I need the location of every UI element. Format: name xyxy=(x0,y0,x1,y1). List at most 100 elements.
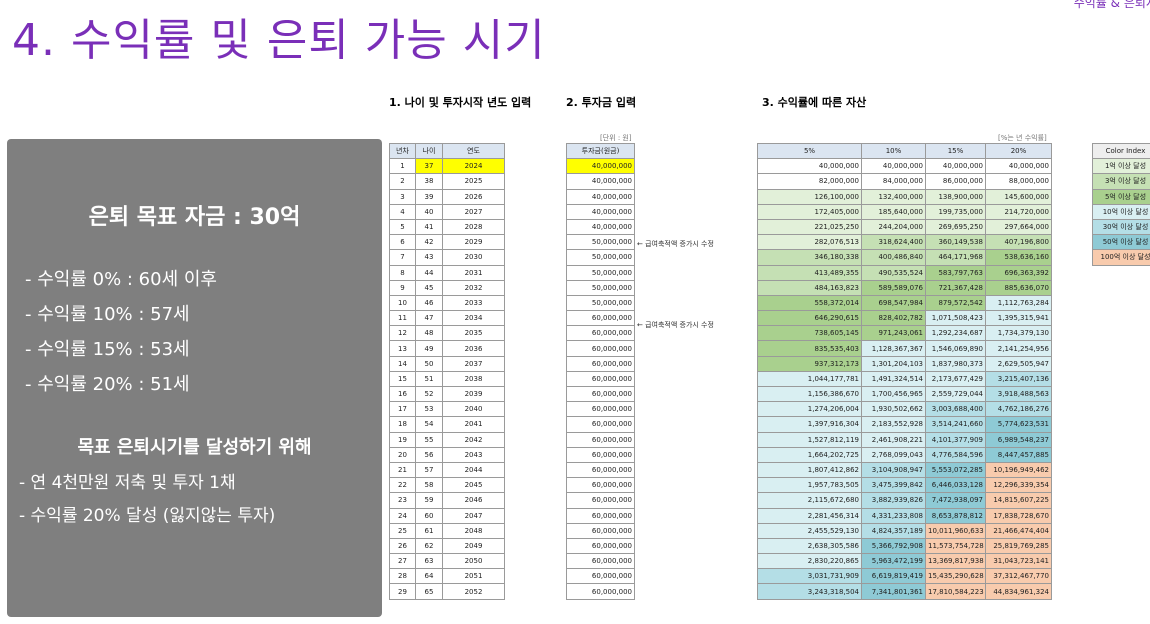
table-cell: 538,636,160 xyxy=(985,249,1052,266)
table-cell: 12,296,339,354 xyxy=(985,477,1052,494)
table-row: 2,115,672,680 3,882,939,826 7,472,938,097 1… xyxy=(757,492,1052,509)
table-cell: 13 xyxy=(389,340,416,357)
table-row: 2,455,529,130 4,824,357,189 10,011,960,633… xyxy=(757,522,1052,539)
table-cell: 1,734,379,130 xyxy=(985,325,1052,342)
table-cell: 60,000,000 xyxy=(566,310,635,327)
table-row: 60,000,000 xyxy=(566,522,635,539)
table-cell: 60,000,000 xyxy=(566,461,635,479)
table-cell: 12 xyxy=(389,325,416,342)
table-cell: 24 xyxy=(389,507,416,524)
table-row: 172,405,000 185,640,000 199,735,000 214,720… xyxy=(757,203,1052,220)
table-row: 2 38 2025 xyxy=(389,173,505,190)
table-row: 26 62 2049 xyxy=(389,537,505,555)
table-cell: 50,000,000 xyxy=(566,294,635,312)
rate-unit-note: [%는 년 수익률] xyxy=(998,134,1047,142)
table-cell: 25,819,769,285 xyxy=(985,537,1052,555)
table-row: 60,000,000 xyxy=(566,446,635,463)
table-cell: 1,664,202,725 xyxy=(757,446,862,463)
table-cell: 60,000,000 xyxy=(566,431,635,448)
table-row: 50,000,000 xyxy=(566,249,635,266)
table-cell: 10,011,960,633 xyxy=(925,522,986,539)
table-row: 646,290,615 828,402,782 1,071,508,423 1,395… xyxy=(757,310,1052,327)
table-row: 11 47 2034 xyxy=(389,310,505,327)
table-row: 60,000,000 xyxy=(566,401,635,418)
table-cell: 6,619,819,419 xyxy=(861,568,926,585)
table-cell: 56 xyxy=(415,446,443,463)
table-cell: 1,156,386,670 xyxy=(757,385,862,403)
table-cell: 971,243,061 xyxy=(861,325,926,342)
table-cell: 18 xyxy=(389,416,416,433)
table-cell: 40,000,000 xyxy=(566,173,635,190)
table-row: 40,000,000 40,000,000 40,000,000 40,000,000 xyxy=(757,158,1052,175)
col-header-age: 나이 xyxy=(415,142,443,160)
table-cell: 484,163,823 xyxy=(757,279,862,296)
table-cell: 1,292,234,687 xyxy=(925,325,986,342)
col-header-rate-5: 5% xyxy=(757,142,862,160)
table-row: 15 51 2038 xyxy=(389,370,505,388)
table-cell: 1,301,204,103 xyxy=(861,355,926,372)
table-cell: 60,000,000 xyxy=(566,522,635,539)
table-cell: 185,640,000 xyxy=(861,203,926,220)
table-row: 346,180,338 400,486,840 464,171,968 538,636… xyxy=(757,249,1052,266)
table-cell: 16 xyxy=(389,385,416,403)
legend-item: 3억 이상 달성 xyxy=(1092,173,1150,190)
table-cell: 4,824,357,189 xyxy=(861,522,926,539)
table-cell: 407,196,800 xyxy=(985,234,1052,251)
table-row: 5 41 2028 xyxy=(389,218,505,236)
table-cell: 1,397,916,304 xyxy=(757,416,862,433)
table-cell: 86,000,000 xyxy=(925,173,986,190)
table-row: 60,000,000 xyxy=(566,507,635,524)
table-cell: 84,000,000 xyxy=(861,173,926,190)
table-cell: 17,838,728,670 xyxy=(985,507,1052,524)
table-row: 60,000,000 xyxy=(566,340,635,357)
table-row: 60,000,000 xyxy=(566,370,635,388)
table-cell: 721,367,428 xyxy=(925,279,986,296)
table-cell: 145,600,000 xyxy=(985,188,1052,205)
viewport-cutoff xyxy=(388,611,1150,624)
table-cell: 63 xyxy=(415,553,443,570)
col-header-year-index: 년차 xyxy=(389,142,416,160)
table-row: 2,281,456,314 4,331,233,808 8,653,878,812 1… xyxy=(757,507,1052,524)
table-row: 60,000,000 xyxy=(566,431,635,448)
table-cell: 1,546,069,890 xyxy=(925,340,986,357)
table-cell: 60,000,000 xyxy=(566,507,635,524)
table-cell: 40,000,000 xyxy=(925,158,986,175)
table-cell: 2025 xyxy=(442,173,505,190)
table-cell: 60,000,000 xyxy=(566,401,635,418)
table-cell: 2,768,099,043 xyxy=(861,446,926,463)
table-cell: 52 xyxy=(415,385,443,403)
table-row: 24 60 2047 xyxy=(389,507,505,524)
table-cell: 40,000,000 xyxy=(566,158,635,175)
table-row: 60,000,000 xyxy=(566,568,635,585)
howto-line: - 연 4천만원 저축 및 투자 1채 xyxy=(19,473,236,493)
table-row: 60,000,000 xyxy=(566,461,635,479)
table-cell: 50,000,000 xyxy=(566,249,635,266)
table-cell: 2039 xyxy=(442,385,505,403)
table-cell: 2029 xyxy=(442,234,505,251)
table-cell: 2,629,505,947 xyxy=(985,355,1052,372)
table-cell: 2037 xyxy=(442,355,505,372)
table-cell: 2049 xyxy=(442,537,505,555)
table-cell: 40,000,000 xyxy=(566,188,635,205)
table-cell: 2,461,908,221 xyxy=(861,431,926,448)
table-cell: 11 xyxy=(389,310,416,327)
table-cell: 60,000,000 xyxy=(566,385,635,403)
table-row: 60,000,000 xyxy=(566,477,635,494)
table-cell: 6 xyxy=(389,234,416,251)
table-cell: 37 xyxy=(415,158,443,175)
table-cell: 10,196,949,462 xyxy=(985,461,1052,479)
table-cell: 3,882,939,826 xyxy=(861,492,926,509)
table-cell: 1,837,980,373 xyxy=(925,355,986,372)
table-cell: 2036 xyxy=(442,340,505,357)
table-cell: 1,071,508,423 xyxy=(925,310,986,327)
table-row: 27 63 2050 xyxy=(389,553,505,570)
table-cell: 25 xyxy=(389,522,416,539)
table-cell: 44 xyxy=(415,264,443,281)
table-cell: 37,312,467,770 xyxy=(985,568,1052,585)
table-row: 40,000,000 xyxy=(566,203,635,220)
table-row: 40,000,000 xyxy=(566,173,635,190)
table-cell: 8 xyxy=(389,264,416,281)
table-row: 16 52 2039 xyxy=(389,385,505,403)
table-cell: 10 xyxy=(389,294,416,312)
table-cell: 2032 xyxy=(442,279,505,296)
